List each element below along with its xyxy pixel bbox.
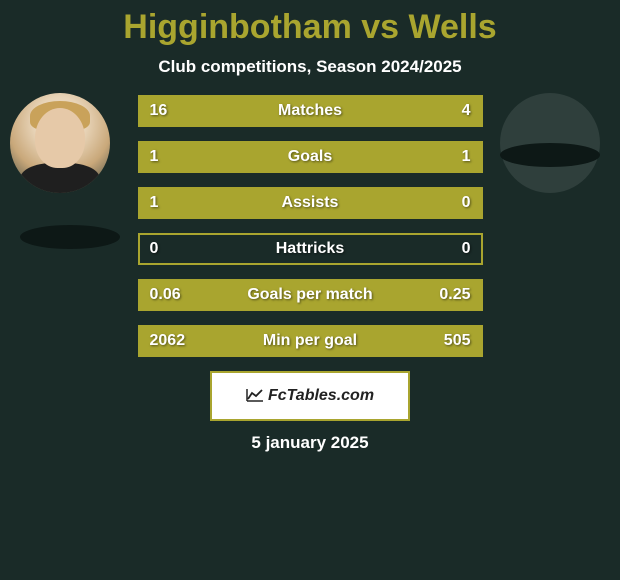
- chart-icon: [246, 388, 264, 407]
- stat-label: Goals per match: [140, 286, 481, 304]
- main-area: 164Matches 11Goals 10Assists 00Hattricks 0.0…: [0, 95, 620, 453]
- player-left-shadow: [20, 225, 120, 249]
- subtitle: Club competitions, Season 2024/2025: [0, 57, 620, 77]
- logo-text: FcTables.com: [268, 387, 374, 405]
- stat-label: Min per goal: [140, 332, 481, 350]
- stat-label: Hattricks: [140, 240, 481, 258]
- player-left-avatar: [10, 93, 110, 193]
- stat-bar: 00Hattricks: [138, 233, 483, 265]
- stat-label: Goals: [140, 148, 481, 166]
- stat-bar: 2062505Min per goal: [138, 325, 483, 357]
- stat-bar: 11Goals: [138, 141, 483, 173]
- stat-bar: 164Matches: [138, 95, 483, 127]
- stat-label: Assists: [140, 194, 481, 212]
- stat-bar: 10Assists: [138, 187, 483, 219]
- comparison-infographic: Higginbotham vs Wells Club competitions,…: [0, 0, 620, 453]
- stat-label: Matches: [140, 102, 481, 120]
- stat-bar: 0.060.25Goals per match: [138, 279, 483, 311]
- date: 5 january 2025: [0, 433, 620, 453]
- stat-bars: 164Matches 11Goals 10Assists 00Hattricks 0.0…: [138, 95, 483, 357]
- page-title: Higginbotham vs Wells: [0, 8, 620, 47]
- logo-box: FcTables.com: [210, 371, 410, 421]
- player-right-shadow: [500, 143, 600, 167]
